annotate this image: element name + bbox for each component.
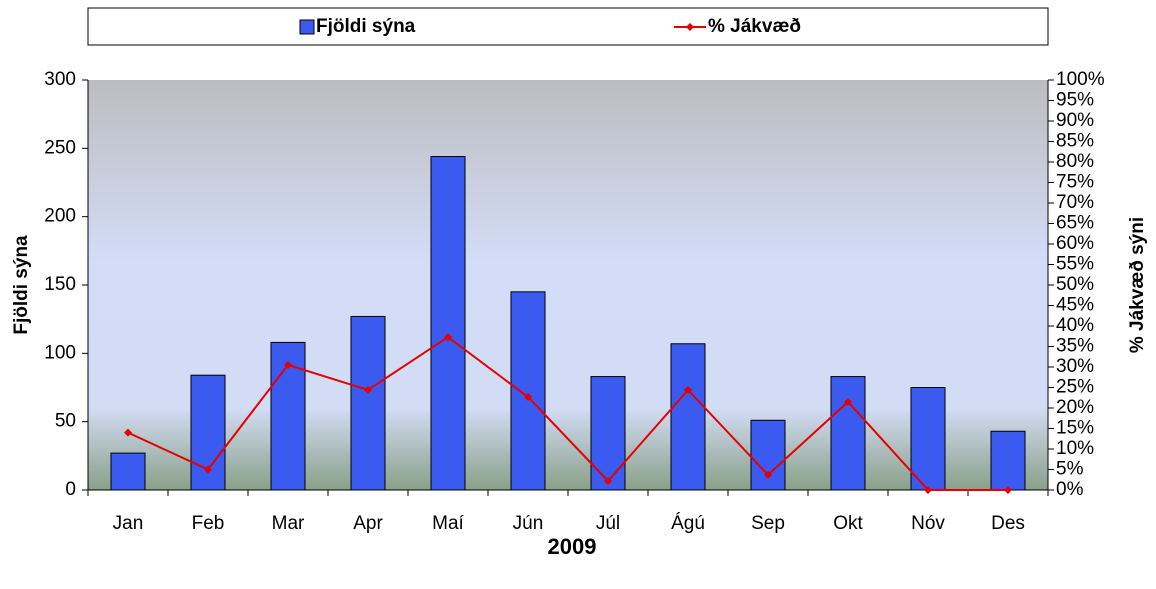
legend-marker (686, 23, 694, 31)
y2-tick-label: 40% (1056, 315, 1094, 336)
y2-tick-label: 55% (1056, 254, 1094, 275)
y2-tick-label: 75% (1056, 172, 1094, 193)
bar (590, 376, 626, 491)
bar (830, 376, 866, 491)
x-tick-label: Jún (513, 513, 544, 534)
line-marker (1004, 486, 1012, 494)
x-tick-label: Mar (272, 513, 305, 534)
bar (750, 419, 786, 491)
legend-label: Fjöldi sýna (316, 16, 416, 37)
line-marker (924, 486, 932, 494)
x-tick-label: Apr (353, 513, 383, 534)
line-marker (284, 360, 292, 369)
x-tick-label: Sep (751, 513, 785, 534)
y2-tick-label: 45% (1056, 295, 1094, 316)
bar (990, 430, 1026, 491)
bar (110, 452, 146, 491)
y2-axis-title: % Jákvæð sýni (1127, 217, 1148, 353)
y2-tick-label: 50% (1056, 274, 1094, 295)
bar (350, 315, 386, 491)
y2-tick-label: 15% (1056, 418, 1094, 439)
y-tick-label: 50 (55, 411, 76, 432)
x-tick-label: Nóv (911, 513, 945, 534)
line-marker (444, 333, 452, 342)
line-marker (684, 385, 692, 394)
legend-label: % Jákvæð (708, 16, 801, 37)
line-marker (364, 385, 372, 394)
y2-tick-label: 80% (1056, 151, 1094, 172)
legend-box (87, 7, 1049, 46)
y-tick-label: 0 (65, 479, 76, 500)
y2-tick-label: 85% (1056, 131, 1094, 152)
x-tick-label: Des (991, 513, 1025, 534)
y-tick-label: 100 (44, 342, 76, 363)
y2-tick-label: 25% (1056, 377, 1094, 398)
y2-tick-label: 60% (1056, 233, 1094, 254)
x-axis-title: 2009 (548, 534, 597, 559)
y2-tick-label: 30% (1056, 356, 1094, 377)
line-marker (844, 397, 852, 406)
bar (430, 156, 466, 491)
bar (910, 387, 946, 491)
y2-tick-label: 10% (1056, 438, 1094, 459)
y2-tick-label: 70% (1056, 192, 1094, 213)
legend-swatch (299, 19, 315, 35)
x-tick-label: Okt (833, 513, 863, 534)
y-tick-label: 150 (44, 274, 76, 295)
line-marker (604, 476, 612, 485)
y2-tick-label: 20% (1056, 397, 1094, 418)
line-marker (204, 465, 212, 474)
x-tick-label: Júl (596, 513, 620, 534)
y2-tick-label: 90% (1056, 110, 1094, 131)
line-marker (524, 392, 532, 401)
line-marker (124, 428, 132, 437)
bar (510, 291, 546, 491)
y2-tick-label: 0% (1056, 479, 1084, 500)
y-tick-label: 250 (44, 137, 76, 158)
y2-tick-label: 95% (1056, 90, 1094, 111)
y-tick-label: 300 (44, 69, 76, 90)
line (127, 335, 1008, 491)
y2-tick-label: 35% (1056, 336, 1094, 357)
bar (670, 343, 706, 491)
y2-tick-label: 65% (1056, 213, 1094, 234)
x-tick-label: Jan (113, 513, 144, 534)
plot-background (88, 80, 1048, 490)
y2-tick-label: 5% (1056, 459, 1084, 480)
y-axis-title: Fjöldi sýna (11, 235, 32, 335)
x-tick-label: Maí (432, 513, 464, 534)
x-tick-label: Ágú (671, 513, 705, 534)
y2-tick-label: 100% (1056, 69, 1105, 90)
x-tick-label: Feb (192, 513, 225, 534)
y-tick-label: 200 (44, 206, 76, 227)
line-marker (764, 470, 772, 479)
